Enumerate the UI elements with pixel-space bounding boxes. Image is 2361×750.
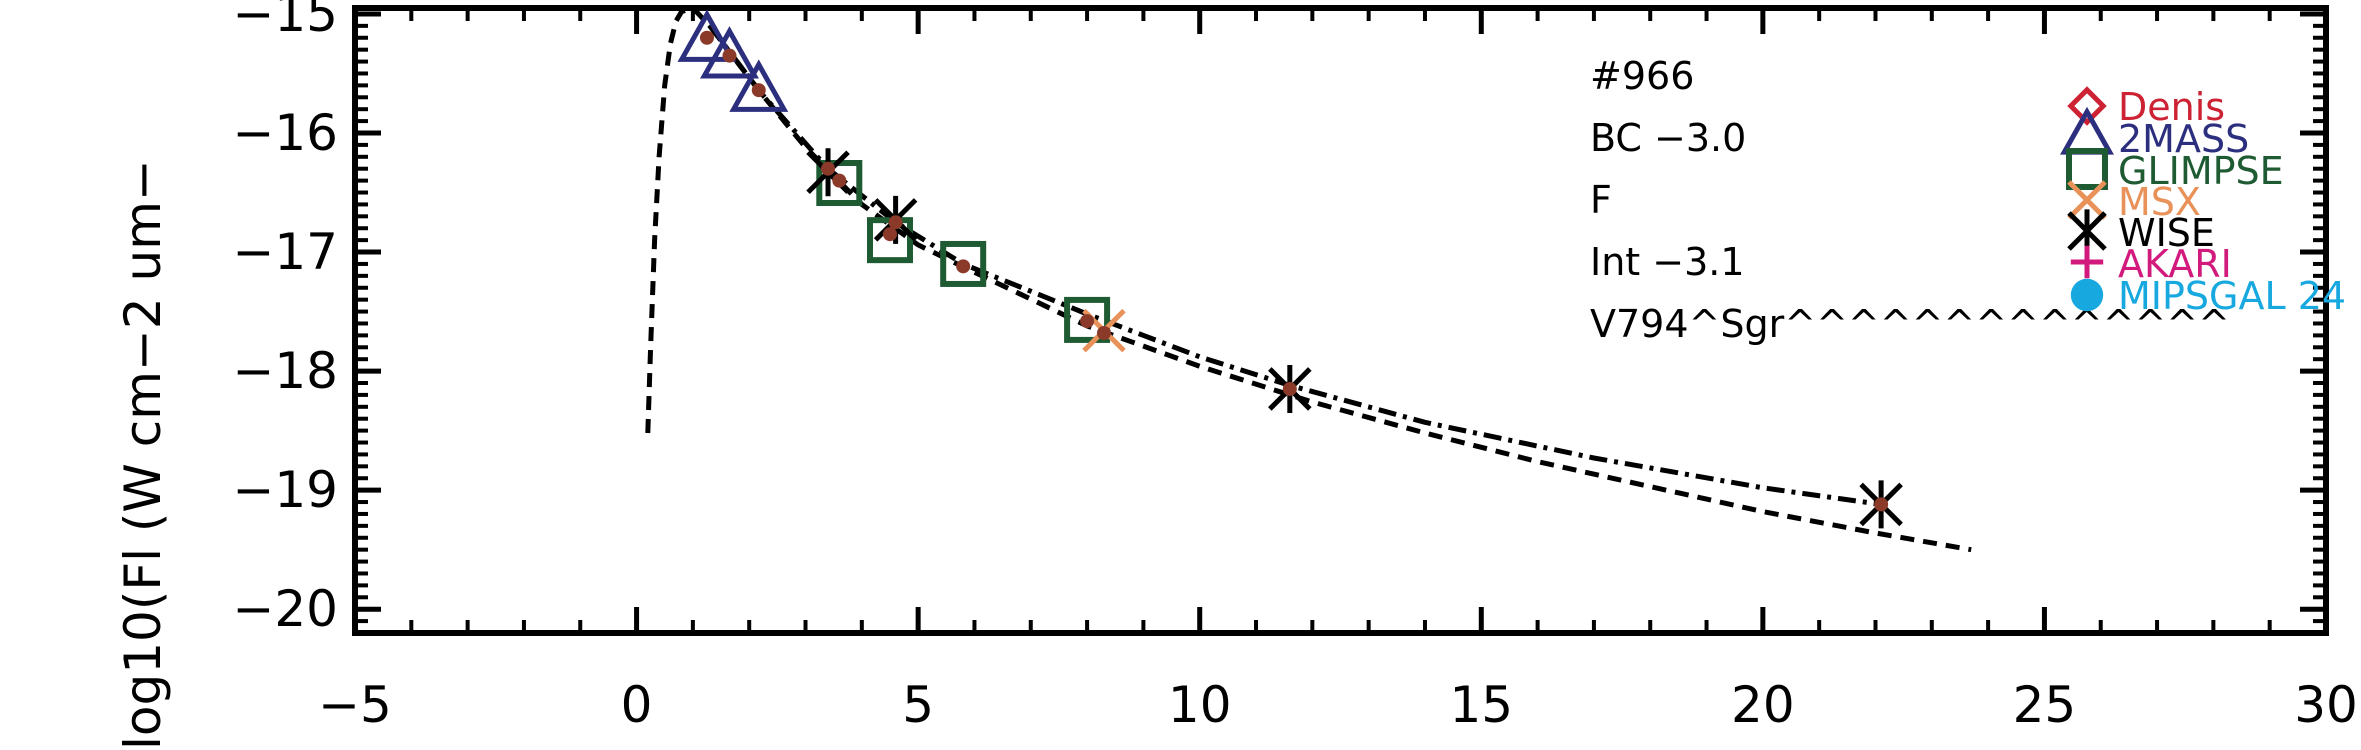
marker-model bbox=[1080, 314, 1095, 329]
legend-label-akari: AKARI bbox=[2118, 242, 2232, 286]
y-axis-label: log10(Fl (W cm−2 um− bbox=[114, 159, 172, 750]
y-tick-label: −20 bbox=[232, 580, 338, 638]
legend-symbol-diamond bbox=[2067, 86, 2107, 126]
legend-symbol-x bbox=[2067, 180, 2107, 220]
marker-2mass bbox=[700, 26, 759, 79]
marker-model bbox=[722, 48, 737, 63]
y-tick-label: −19 bbox=[232, 461, 338, 519]
marker-model bbox=[1096, 326, 1111, 340]
annotation-bc: BC −3.0 bbox=[1590, 116, 1746, 160]
marker-model bbox=[699, 30, 714, 45]
legend-symbol-plus bbox=[2070, 245, 2104, 279]
marker-model bbox=[882, 227, 897, 242]
y-tick-label: −17 bbox=[232, 223, 338, 281]
x-tick-label: 20 bbox=[1731, 676, 1795, 734]
legend-label-wise: WISE bbox=[2118, 211, 2215, 255]
marker-model bbox=[1874, 497, 1889, 512]
legend-label-glimpse: GLIMPSE bbox=[2118, 149, 2284, 193]
marker-model bbox=[751, 83, 766, 98]
annotations: #966 BC −3.0 F Int −3.1 V794^Sgr^^^^^^^^… bbox=[1590, 54, 2230, 346]
axes: −5 0 5 10 15 20 25 30 −15 −16 −17 −18 −19 −20 bbox=[232, 0, 2357, 734]
marker-model bbox=[1282, 381, 1297, 396]
legend-symbol-triangle bbox=[2060, 106, 2114, 155]
annotation-int: Int −3.1 bbox=[1590, 240, 1745, 284]
model-curve-dash-dot bbox=[707, 24, 1882, 507]
x-tick-label: −5 bbox=[318, 676, 392, 734]
annotation-id: #966 bbox=[1590, 54, 1694, 98]
marker-model bbox=[832, 173, 847, 188]
x-tick-label: 25 bbox=[2013, 676, 2077, 734]
marker-glimpse bbox=[1064, 296, 1111, 343]
legend-symbol-square bbox=[2066, 148, 2108, 190]
x-tick-label: 5 bbox=[902, 676, 934, 734]
plot-frame bbox=[352, 5, 2329, 636]
marker-model bbox=[956, 259, 971, 274]
legend-label-2mass: 2MASS bbox=[2118, 117, 2249, 161]
annotation-type: F bbox=[1590, 178, 1612, 222]
marker-2mass bbox=[677, 9, 737, 62]
legend-symbol-asterisk bbox=[2067, 209, 2107, 253]
x-tick-label: 0 bbox=[621, 676, 653, 734]
marker-model bbox=[821, 161, 836, 176]
marker-2mass bbox=[729, 59, 789, 112]
x-tick-label: 30 bbox=[2294, 676, 2358, 734]
annotation-star-name: V794^Sgr^^^^^^^^^^^^^^ bbox=[1590, 302, 2230, 346]
legend-label-denis: Denis bbox=[2118, 85, 2225, 129]
legend-symbols bbox=[2060, 86, 2114, 312]
y-tick-label: −15 bbox=[232, 0, 338, 43]
y-tick-label: −18 bbox=[232, 342, 338, 400]
data-markers bbox=[677, 9, 1903, 529]
legend-label-msx: MSX bbox=[2118, 180, 2201, 224]
legend-symbol-circle bbox=[2070, 278, 2104, 312]
marker-glimpse bbox=[940, 240, 987, 287]
marker-model bbox=[888, 215, 903, 230]
model-curves bbox=[645, 5, 1972, 553]
y-tick-label: −16 bbox=[232, 104, 338, 162]
x-tick-label: 10 bbox=[1168, 676, 1232, 734]
legend: Denis 2MASS GLIMPSE MSX WISE AKARI MIPSG… bbox=[2060, 85, 2346, 318]
legend-label-mipsgal: MIPSGAL 24 bbox=[2118, 274, 2346, 318]
model-curve-dashed bbox=[645, 5, 1972, 553]
x-tick-label: 15 bbox=[1449, 676, 1513, 734]
